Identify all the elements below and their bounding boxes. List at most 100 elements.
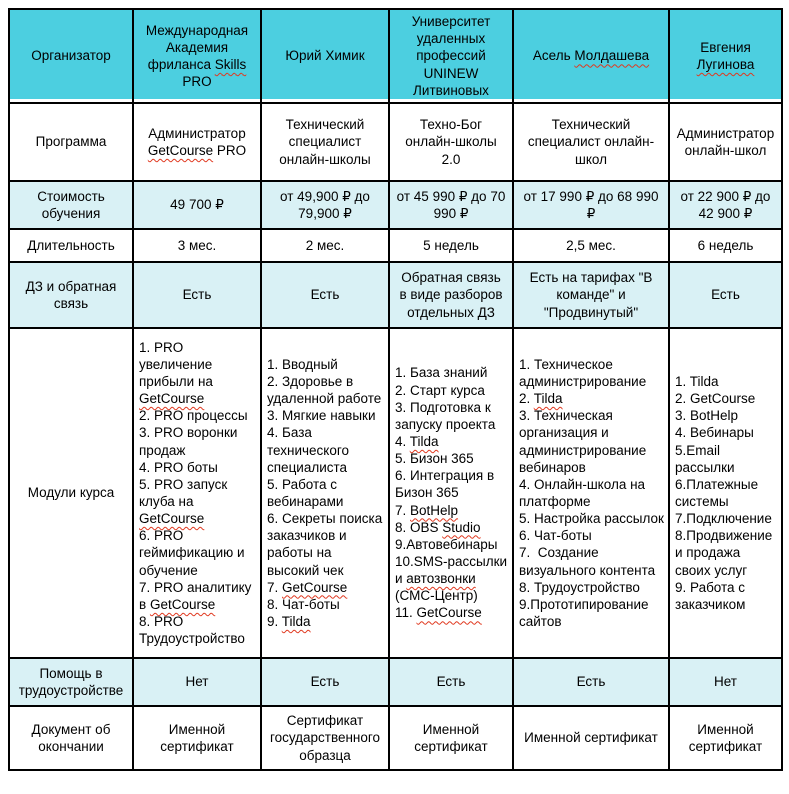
- module-item: 2. Здоровье в удаленной работе: [267, 374, 382, 407]
- table-cell: 2 мес.: [260, 228, 390, 263]
- spellcheck-word: GetCourse: [149, 596, 216, 612]
- spellcheck-word: Skills: [214, 57, 247, 72]
- module-item: 2. PRO процессы: [139, 408, 248, 424]
- spellcheck-word: GetCourse: [139, 511, 205, 527]
- table-row: ДЗ и обратная связь Есть Есть Обратная связ…: [8, 261, 783, 329]
- row-label-cell: Длительность: [8, 228, 134, 263]
- table-cell: Технический специалист онлайн-школы: [260, 102, 390, 182]
- module-item: 3. PRO воронки продаж: [139, 425, 242, 458]
- module-item: 2. GetCourse: [675, 391, 756, 407]
- module-item: 5. Бизон 365: [395, 451, 474, 467]
- module-item: 2. Старт курса: [395, 382, 485, 398]
- table-cell: Есть: [132, 261, 262, 329]
- table-cell: Есть: [260, 657, 390, 707]
- module-item: 7.Подключение: [675, 511, 772, 527]
- table-body: Программа Администратор GetCourse PRO Техн…: [8, 102, 783, 771]
- spellcheck-word: GetCourse: [416, 605, 482, 621]
- table-cell: Есть на тарифах "В команде" и "Продвинут…: [512, 261, 670, 329]
- module-item: 6. Чат-боты: [519, 528, 592, 544]
- table-cell: Есть: [260, 261, 390, 329]
- spellcheck-word: Tilda: [533, 391, 563, 407]
- module-item: 5.Email рассылки: [675, 442, 735, 475]
- table-cell: от 17 990 ₽ до 68 990 ₽: [512, 180, 670, 230]
- table-cell: Именной сертификат: [388, 705, 514, 771]
- module-list-cell: 1. Вводный 2. Здоровье в удаленной работе…: [260, 327, 390, 659]
- table-row: Помощь в трудоустройстве Нет Есть Есть Есть Н…: [8, 657, 783, 707]
- module-item: 3. Техническая организация и администрир…: [519, 408, 651, 475]
- table-cell: 6 недель: [668, 228, 783, 263]
- row-label-cell: Стоимость обучения: [8, 180, 134, 230]
- module-item: 2. Tilda: [519, 391, 563, 407]
- module-item: 5. PRO запуск клуба на GetCourse: [139, 476, 232, 527]
- header-label-cell: Организатор: [8, 8, 134, 104]
- module-item: 8.Продвижение и продажа своих услуг: [675, 528, 777, 578]
- module-list-cell: 1. База знаний 2. Старт курса 3. Подготовк…: [388, 327, 514, 659]
- module-item: 1. Техническое администрирование: [519, 356, 647, 390]
- module-item: 5. Настройка рассылок: [519, 511, 664, 527]
- row-label-cell: Документ об окончании: [8, 705, 134, 771]
- spellcheck-word: GetCourse: [282, 579, 348, 595]
- module-item: 9.Автовебинары: [395, 536, 498, 552]
- module-list-cell: 1. Tilda 2. GetCourse 3. BotHelp 4. Вебинар…: [668, 327, 783, 659]
- module-item: 7. Создание визуального контента: [519, 545, 656, 578]
- module-item: 1. Tilda: [675, 374, 719, 390]
- organizer-cell: Университет удаленных профессий UNINEW Л…: [388, 8, 514, 104]
- module-item: 6. PRO геймификацию и обучение: [139, 528, 249, 578]
- spellcheck-word: Лугинова: [696, 57, 755, 72]
- table-cell: Нет: [132, 657, 262, 707]
- table-cell: Именной сертификат: [668, 705, 783, 771]
- header-row: Организатор Международная Академия фрилан…: [8, 8, 783, 104]
- table-cell: от 45 990 ₽ до 70 990 ₽: [388, 180, 514, 230]
- module-item: 7. GetCourse: [267, 579, 348, 595]
- table-cell: Обратная связь в виде разборов отдельных…: [388, 261, 514, 329]
- table-cell: Администратор GetCourse PRO: [132, 102, 262, 182]
- table-cell: от 22 900 ₽ до 42 900 ₽: [668, 180, 783, 230]
- spellcheck-word: Tilda: [409, 434, 439, 449]
- table-row: Длительность 3 мес. 2 мес. 5 недель 2,5 мес.…: [8, 228, 783, 263]
- module-item: 6. Интеграция в Бизон 365: [395, 468, 498, 501]
- module-item: 6.Платежные системы: [675, 476, 762, 509]
- document-page: Организатор Международная Академия фрилан…: [8, 8, 783, 771]
- table-cell: Есть: [388, 657, 514, 707]
- spellcheck-word: Studio: [442, 519, 481, 535]
- module-item: 11. GetCourse: [395, 605, 482, 621]
- module-item: 3. Мягкие навыки: [267, 408, 376, 424]
- table-cell: 5 недель: [388, 228, 514, 263]
- table-cell: Именной сертификат: [132, 705, 262, 771]
- row-label-cell: ДЗ и обратная связь: [8, 261, 134, 329]
- module-item: 9.Прототипирование сайтов: [519, 596, 653, 629]
- module-item: 4. Вебинары: [675, 425, 754, 441]
- comparison-table: Организатор Международная Академия фрилан…: [8, 8, 783, 771]
- table-cell: Технический специалист онлайн-школ: [512, 102, 670, 182]
- module-item: 4. Tilda: [395, 434, 439, 449]
- module-item: 4. Онлайн-школа на платформе: [519, 476, 649, 509]
- spellcheck-word: Tilda: [281, 613, 311, 629]
- table-row: Документ об окончании Именной сертификат С…: [8, 705, 783, 771]
- row-label-cell: Модули курса: [8, 327, 134, 659]
- module-item: 5. Работа с вебинарами: [267, 476, 344, 509]
- module-item: 6. Секреты поиска заказчиков и работы на…: [267, 511, 386, 578]
- module-item: 8. OBS Studio: [395, 519, 481, 535]
- spellcheck-word: BotHelp: [410, 502, 459, 518]
- module-item: 8. Трудоустройство: [519, 579, 640, 595]
- module-item: 10.SMS-рассылки и автозвонки (СМС-Центр): [395, 553, 511, 604]
- table-cell: Есть: [512, 657, 670, 707]
- spellcheck-word: Молдашева: [574, 48, 650, 64]
- organizer-cell: Международная Академия фриланса Skills P…: [132, 8, 262, 104]
- module-item: 9. Tilda: [267, 613, 311, 629]
- module-item: 3. Подготовка к запуску проекта: [395, 399, 496, 432]
- spellcheck-word: GetCourse: [139, 391, 205, 407]
- table-cell: Сертификат государственного образца: [260, 705, 390, 771]
- table-cell: Техно-Бог онлайн-школы 2.0: [388, 102, 514, 182]
- module-item: 1. База знаний: [395, 365, 488, 381]
- table-row: Модули курса 1. PRO увеличение прибыли на…: [8, 327, 783, 659]
- table-cell: 2,5 мес.: [512, 228, 670, 263]
- module-item: 9. Работа с заказчиком: [675, 579, 749, 612]
- spellcheck-word: автозвонки: [406, 571, 476, 587]
- module-item: 4. PRO боты: [139, 459, 218, 475]
- table-row: Программа Администратор GetCourse PRO Техн…: [8, 102, 783, 182]
- organizer-cell: Асель Молдашева: [512, 8, 670, 104]
- module-item: 8. Чат-боты: [267, 596, 340, 612]
- module-item: 7. PRO аналитику в GetCourse: [139, 579, 256, 612]
- organizer-cell: Юрий Химик: [260, 8, 390, 104]
